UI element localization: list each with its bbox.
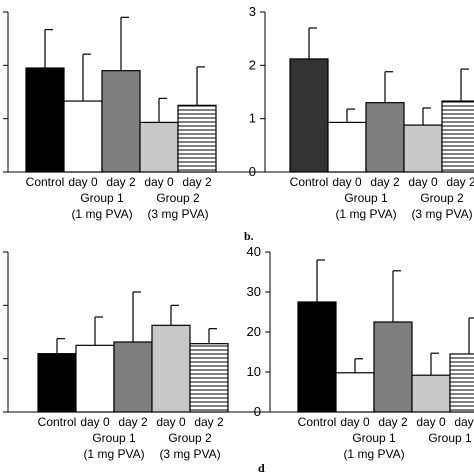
category-label: day 2 xyxy=(106,175,136,189)
bar-1 xyxy=(37,353,77,413)
bar-3 xyxy=(365,102,405,173)
category-label: day 0 xyxy=(68,175,98,189)
bar-1 xyxy=(289,58,329,173)
y-tick-label: 0 xyxy=(249,164,256,179)
y-tick-label: 20 xyxy=(247,324,261,339)
bar-4 xyxy=(411,374,451,413)
bar-3 xyxy=(113,341,153,413)
y-tick-label: 30 xyxy=(247,284,261,299)
category-label: day 2 xyxy=(454,415,474,429)
y-tick-label: 3 xyxy=(249,4,256,19)
bar-5 xyxy=(441,100,474,173)
group-sublabel: (3 mg PVA) xyxy=(159,447,220,461)
bar-5 xyxy=(177,104,217,173)
bar-4 xyxy=(139,121,179,173)
category-label: Control xyxy=(298,415,337,429)
group-label: Group 1 xyxy=(428,431,472,445)
bar-1 xyxy=(25,67,65,173)
category-label: Control xyxy=(38,415,77,429)
y-tick-label: 0 xyxy=(254,404,261,419)
bar-1 xyxy=(297,301,337,413)
bar-2 xyxy=(75,344,115,413)
category-label: day 2 xyxy=(370,175,400,189)
bar-4 xyxy=(403,124,443,173)
group-sublabel: (1 mg PVA) xyxy=(71,207,132,221)
category-label: day 2 xyxy=(446,175,474,189)
category-label: day 2 xyxy=(194,415,224,429)
bar-3 xyxy=(373,321,413,413)
category-label: day 2 xyxy=(378,415,408,429)
group-sublabel: (1 mg PVA) xyxy=(343,447,404,461)
group-label: Group 1 xyxy=(344,191,388,205)
y-tick-label: 1 xyxy=(249,111,256,126)
panel-label: d xyxy=(258,461,265,474)
bar-5 xyxy=(189,343,229,413)
group-label: Group 2 xyxy=(156,191,200,205)
group-label: Group 2 xyxy=(420,191,464,205)
group-label: Group 2 xyxy=(168,431,212,445)
bar-2 xyxy=(335,372,375,413)
category-label: Control xyxy=(290,175,329,189)
category-label: day 0 xyxy=(144,175,174,189)
y-tick-label: 10 xyxy=(247,364,261,379)
category-label: day 0 xyxy=(332,175,362,189)
category-label: Control xyxy=(26,175,65,189)
group-label: Group 1 xyxy=(92,431,136,445)
bar-2 xyxy=(327,121,367,173)
category-label: day 0 xyxy=(416,415,446,429)
category-label: day 0 xyxy=(340,415,370,429)
group-sublabel: (3 mg PVA) xyxy=(411,207,472,221)
category-label: day 0 xyxy=(80,415,110,429)
bar-5 xyxy=(449,353,474,413)
group-sublabel: (3 mg PVA) xyxy=(147,207,208,221)
y-tick-label: 40 xyxy=(247,244,261,259)
group-sublabel: (1 mg PVA) xyxy=(83,447,144,461)
group-label: Group 1 xyxy=(80,191,124,205)
y-tick-label: 2 xyxy=(249,57,256,72)
bar-3 xyxy=(101,70,141,173)
panel-label: b. xyxy=(244,229,254,243)
category-label: day 0 xyxy=(156,415,186,429)
category-label: day 2 xyxy=(182,175,212,189)
bar-4 xyxy=(151,324,191,413)
category-label: day 2 xyxy=(118,415,148,429)
group-sublabel: (1 mg PVA) xyxy=(335,207,396,221)
group-label: Group 1 xyxy=(352,431,396,445)
category-label: day 0 xyxy=(408,175,438,189)
bar-2 xyxy=(63,100,103,173)
